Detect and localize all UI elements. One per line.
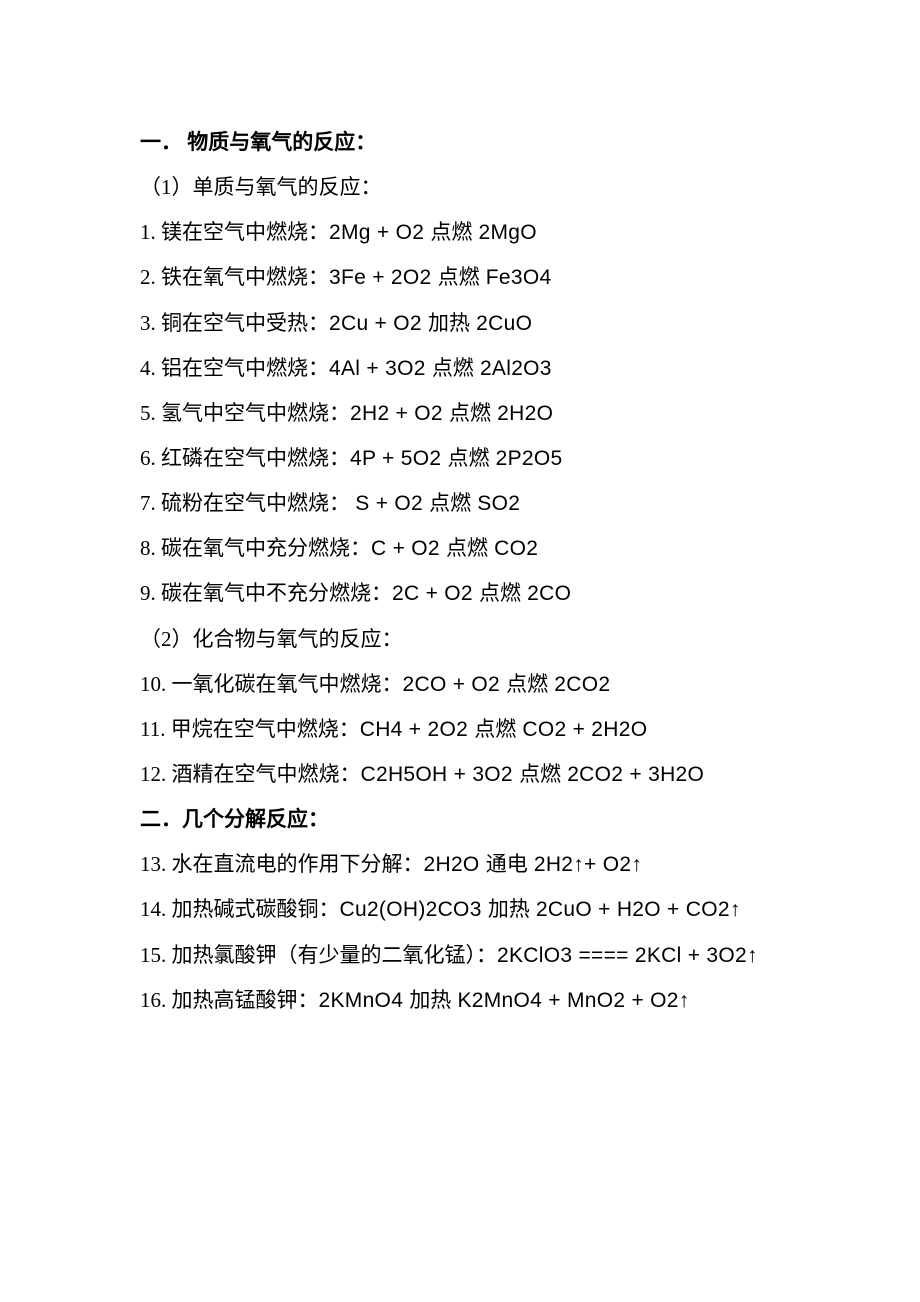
reaction-line: 3. 铜在空气中受热：2Cu + O2 加热 2CuO: [140, 301, 780, 346]
reaction-line: 14. 加热碱式碳酸铜：Cu2(OH)2CO3 加热 2CuO + H2O + …: [140, 887, 780, 932]
reaction-equation: 4P + 5O2 点燃 2P2O5: [350, 446, 562, 470]
reaction-desc: 7. 硫粉在空气中燃烧：: [140, 491, 355, 515]
reaction-desc: 16. 加热高锰酸钾：: [140, 988, 319, 1012]
reaction-line: 8. 碳在氧气中充分燃烧：C + O2 点燃 CO2: [140, 526, 780, 571]
reaction-desc: 6. 红磷在空气中燃烧：: [140, 446, 350, 470]
reaction-equation: C2H5OH + 3O2 点燃 2CO2 + 3H2O: [361, 762, 705, 786]
reaction-line: 7. 硫粉在空气中燃烧： S + O2 点燃 SO2: [140, 481, 780, 526]
reaction-line: 11. 甲烷在空气中燃烧：CH4 + 2O2 点燃 CO2 + 2H2O: [140, 707, 780, 752]
reaction-line: 6. 红磷在空气中燃烧：4P + 5O2 点燃 2P2O5: [140, 436, 780, 481]
reaction-equation: Cu2(OH)2CO3 加热 2CuO + H2O + CO2↑: [340, 897, 741, 921]
reaction-equation: 2Mg + O2 点燃 2MgO: [329, 220, 537, 244]
reaction-equation: CH4 + 2O2 点燃 CO2 + 2H2O: [360, 717, 648, 741]
reaction-desc: 3. 铜在空气中受热：: [140, 311, 329, 335]
reaction-desc: 10. 一氧化碳在氧气中燃烧：: [140, 672, 403, 696]
reaction-desc: 5. 氢气中空气中燃烧：: [140, 401, 350, 425]
reaction-line: 12. 酒精在空气中燃烧：C2H5OH + 3O2 点燃 2CO2 + 3H2O: [140, 752, 780, 797]
reaction-equation: 4Al + 3O2 点燃 2Al2O3: [329, 356, 552, 380]
reaction-equation: C + O2 点燃 CO2: [371, 536, 538, 560]
reaction-equation: 2KClO3 ==== 2KCl + 3O2↑: [497, 943, 758, 967]
reaction-desc: 15. 加热氯酸钾（有少量的二氧化锰）：: [140, 943, 497, 967]
reaction-line: 5. 氢气中空气中燃烧：2H2 + O2 点燃 2H2O: [140, 391, 780, 436]
reaction-line: 1. 镁在空气中燃烧：2Mg + O2 点燃 2MgO: [140, 210, 780, 255]
reaction-equation: 3Fe + 2O2 点燃 Fe3O4: [329, 265, 552, 289]
section-heading-1: 一． 物质与氧气的反应：: [140, 120, 780, 165]
reaction-line: 16. 加热高锰酸钾：2KMnO4 加热 K2MnO4 + MnO2 + O2↑: [140, 978, 780, 1023]
reaction-equation: 2C + O2 点燃 2CO: [392, 581, 571, 605]
reaction-list-1: 1. 镁在空气中燃烧：2Mg + O2 点燃 2MgO2. 铁在氧气中燃烧：3F…: [140, 210, 780, 616]
subsection-1: （1）单质与氧气的反应：: [140, 165, 780, 210]
reaction-equation: 2CO + O2 点燃 2CO2: [403, 672, 611, 696]
reaction-equation: S + O2 点燃 SO2: [355, 491, 520, 515]
reaction-desc: 4. 铝在空气中燃烧：: [140, 356, 329, 380]
reaction-desc: 13. 水在直流电的作用下分解：: [140, 852, 424, 876]
reaction-desc: 1. 镁在空气中燃烧：: [140, 220, 329, 244]
reaction-equation: 2H2 + O2 点燃 2H2O: [350, 401, 553, 425]
reaction-equation: 2Cu + O2 加热 2CuO: [329, 311, 532, 335]
reaction-line: 13. 水在直流电的作用下分解：2H2O 通电 2H2↑+ O2↑: [140, 842, 780, 887]
reaction-desc: 11. 甲烷在空气中燃烧：: [140, 717, 360, 741]
reaction-desc: 12. 酒精在空气中燃烧：: [140, 762, 361, 786]
reaction-desc: 14. 加热碱式碳酸铜：: [140, 897, 340, 921]
reaction-line: 4. 铝在空气中燃烧：4Al + 3O2 点燃 2Al2O3: [140, 346, 780, 391]
reaction-list-3: 13. 水在直流电的作用下分解：2H2O 通电 2H2↑+ O2↑14. 加热碱…: [140, 842, 780, 1023]
reaction-equation: 2H2O 通电 2H2↑+ O2↑: [424, 852, 643, 876]
reaction-desc: 9. 碳在氧气中不充分燃烧：: [140, 581, 392, 605]
reaction-desc: 8. 碳在氧气中充分燃烧：: [140, 536, 371, 560]
reaction-line: 2. 铁在氧气中燃烧：3Fe + 2O2 点燃 Fe3O4: [140, 255, 780, 300]
reaction-equation: 2KMnO4 加热 K2MnO4 + MnO2 + O2↑: [319, 988, 690, 1012]
section-heading-2: 二．几个分解反应：: [140, 797, 780, 842]
reaction-desc: 2. 铁在氧气中燃烧：: [140, 265, 329, 289]
reaction-line: 15. 加热氯酸钾（有少量的二氧化锰）：2KClO3 ==== 2KCl + 3…: [140, 933, 780, 978]
reaction-line: 10. 一氧化碳在氧气中燃烧：2CO + O2 点燃 2CO2: [140, 662, 780, 707]
document-page: 一． 物质与氧气的反应： （1）单质与氧气的反应： 1. 镁在空气中燃烧：2Mg…: [0, 0, 920, 1083]
reaction-line: 9. 碳在氧气中不充分燃烧：2C + O2 点燃 2CO: [140, 571, 780, 616]
subsection-2: （2）化合物与氧气的反应：: [140, 617, 780, 662]
reaction-list-2: 10. 一氧化碳在氧气中燃烧：2CO + O2 点燃 2CO211. 甲烷在空气…: [140, 662, 780, 797]
